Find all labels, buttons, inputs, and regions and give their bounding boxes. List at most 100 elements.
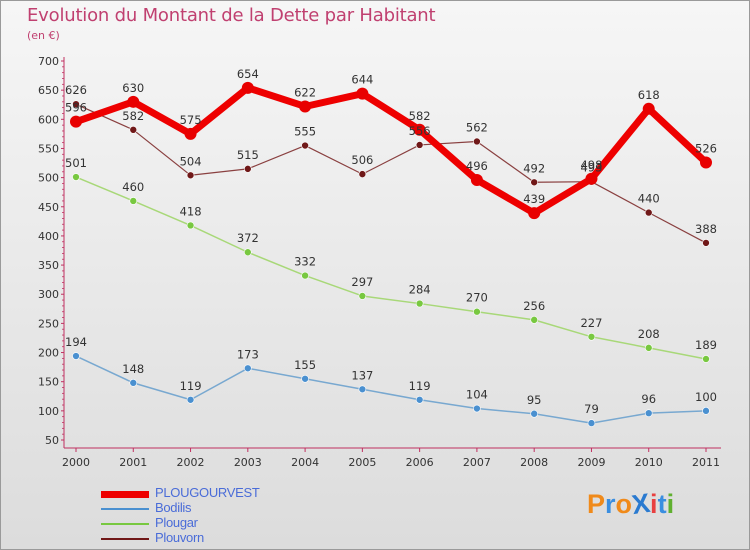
data-label: 155 [294, 358, 316, 372]
data-label: 284 [409, 283, 431, 297]
data-point [702, 407, 710, 415]
y-tick-label: 450 [38, 201, 59, 214]
y-tick-label: 400 [38, 230, 59, 243]
data-point [702, 355, 710, 363]
data-label: 96 [641, 392, 656, 406]
proxiti-logo: ProXiti [587, 487, 675, 521]
y-tick-label: 250 [38, 317, 59, 330]
chart-subtitle: (en €) [27, 29, 60, 42]
data-point [72, 352, 80, 360]
data-label: 626 [65, 83, 87, 97]
data-label: 618 [638, 88, 660, 102]
legend-label: Bodilis [155, 500, 192, 515]
legend-label: Plouvorn [155, 530, 204, 545]
data-point [72, 173, 80, 181]
data-label: 596 [65, 101, 87, 115]
data-point [530, 316, 538, 324]
y-tick-label: 100 [38, 405, 59, 418]
data-point [72, 100, 80, 108]
x-tick-label: 2009 [577, 456, 605, 469]
x-tick-label: 2006 [406, 456, 434, 469]
data-point [244, 248, 252, 257]
data-label: 256 [523, 299, 545, 313]
data-point [129, 379, 138, 387]
legend-swatch [101, 490, 149, 498]
data-point [186, 171, 195, 180]
data-point [186, 395, 195, 404]
data-point [415, 395, 424, 404]
data-point [644, 409, 653, 417]
data-point [585, 172, 598, 185]
legend-swatch [101, 538, 149, 540]
data-label: 332 [294, 255, 316, 269]
data-point [644, 208, 653, 217]
series-line [75, 355, 707, 424]
y-tick-label: 600 [38, 113, 59, 126]
x-tick-label: 2010 [635, 456, 663, 469]
data-point [413, 123, 426, 136]
legend-swatch [101, 523, 149, 525]
y-tick-label: 200 [38, 347, 59, 360]
data-label: 297 [351, 275, 373, 289]
data-point [587, 332, 596, 341]
data-label: 504 [180, 154, 202, 168]
x-tick-label: 2007 [463, 456, 491, 469]
data-point [642, 102, 655, 115]
data-label: 582 [122, 109, 144, 123]
data-label: 79 [584, 402, 599, 416]
data-label: 492 [523, 161, 545, 175]
data-point [70, 115, 82, 128]
y-tick-label: 350 [38, 259, 59, 272]
x-tick-label: 2003 [234, 456, 262, 469]
legend-label: Plougar [155, 515, 198, 530]
data-label: 137 [351, 368, 373, 382]
data-point [244, 165, 252, 173]
data-label: 148 [122, 362, 144, 376]
data-point [530, 409, 538, 418]
data-label: 388 [695, 222, 717, 236]
series-line [75, 103, 707, 244]
data-point [299, 100, 312, 113]
data-point [301, 141, 309, 150]
y-tick-label: 650 [38, 84, 59, 97]
y-tick-label: 300 [38, 288, 59, 301]
x-tick-label: 2004 [291, 456, 319, 469]
data-label: 173 [237, 347, 259, 361]
data-point [473, 404, 481, 413]
data-label: 562 [466, 120, 488, 134]
data-label: 119 [409, 379, 431, 393]
legend-swatch [101, 508, 149, 510]
data-label: 622 [294, 85, 316, 99]
x-tick-label: 2002 [177, 456, 205, 469]
data-label: 194 [65, 335, 87, 349]
data-point [587, 419, 596, 427]
y-tick-label: 500 [38, 172, 59, 185]
data-label: 104 [466, 388, 488, 402]
data-label: 582 [409, 109, 431, 123]
data-point [358, 170, 367, 178]
data-point [129, 126, 138, 134]
x-tick-label: 2011 [692, 456, 720, 469]
data-point [129, 197, 138, 205]
data-label: 515 [237, 148, 259, 162]
data-label: 440 [638, 192, 660, 206]
chart-title: Evolution du Montant de la Dette par Hab… [27, 5, 436, 26]
legend-label: PLOUGOURVEST [155, 485, 260, 500]
data-label: 556 [409, 124, 431, 138]
data-label: 654 [237, 67, 259, 81]
x-tick-label: 2008 [520, 456, 548, 469]
data-label: 100 [695, 390, 717, 404]
data-label: 372 [237, 231, 259, 245]
data-point [528, 207, 541, 220]
data-point [127, 95, 140, 108]
data-label: 119 [180, 379, 202, 393]
data-label: 189 [695, 338, 717, 352]
data-point [358, 292, 367, 300]
data-label: 460 [122, 180, 144, 194]
data-label: 644 [351, 73, 373, 87]
data-label: 506 [351, 153, 373, 167]
data-point [470, 173, 483, 186]
data-point [415, 141, 424, 149]
data-label: 575 [180, 113, 202, 127]
